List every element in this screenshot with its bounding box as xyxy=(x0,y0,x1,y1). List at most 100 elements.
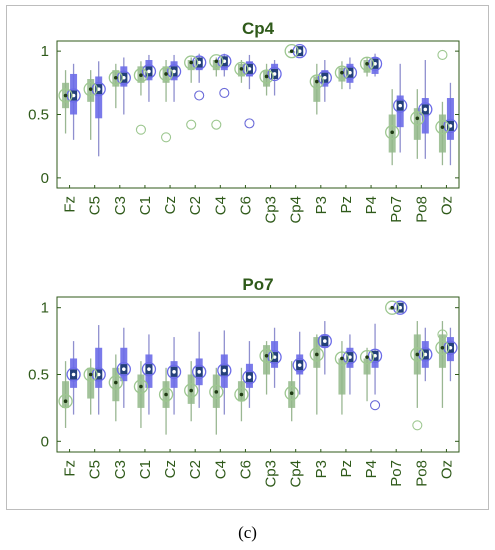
box xyxy=(112,367,120,402)
median-dot xyxy=(164,72,168,76)
y-tick-label: 1 xyxy=(41,300,49,317)
median-ring xyxy=(116,362,131,377)
median-dot xyxy=(147,367,151,371)
outlier-marker xyxy=(186,119,197,130)
median-ring xyxy=(309,74,324,89)
median-dot xyxy=(172,370,176,374)
figure-caption: (c) xyxy=(238,523,257,542)
x-tick-label: Oz xyxy=(438,460,455,479)
median-ring xyxy=(108,375,123,390)
median-dot xyxy=(390,130,394,135)
x-tick-label: C1 xyxy=(137,196,154,215)
x-tick-label: Oz xyxy=(438,196,455,215)
median-ring xyxy=(158,66,174,82)
median-dot xyxy=(289,391,294,396)
median-dot xyxy=(139,73,143,78)
outlier-marker xyxy=(211,119,222,130)
median-ring xyxy=(410,347,425,362)
median-dot xyxy=(297,363,302,367)
x-tick-label: Cp4 xyxy=(288,460,305,488)
median-dot xyxy=(147,69,151,74)
median-ring xyxy=(284,43,299,59)
chart-panel-po7: Po7 0 0.5 1 Fz C5 C3 C1 Cz C2 C4 C6 Cp3 Cp4 P3 Pz P4 Po7 P… xyxy=(28,275,460,488)
median-dot xyxy=(315,79,319,84)
box xyxy=(338,358,346,395)
median-ring xyxy=(234,61,249,77)
median-dot xyxy=(114,75,118,80)
median-dot xyxy=(365,62,369,66)
x-tick-label: C3 xyxy=(112,196,129,215)
median-ring xyxy=(133,379,149,394)
box xyxy=(237,381,245,402)
x-tick-label: C4 xyxy=(212,460,229,479)
median-dot xyxy=(365,355,369,359)
median-dot xyxy=(448,345,453,350)
x-tick-label: Pz xyxy=(338,460,355,478)
median-dot xyxy=(398,305,402,310)
median-dot xyxy=(88,87,93,91)
median-ring xyxy=(359,56,375,71)
box xyxy=(95,76,103,119)
median-dot xyxy=(323,75,327,80)
median-dot xyxy=(415,352,420,357)
y-tick-label: 1 xyxy=(41,43,49,60)
median-dot xyxy=(315,352,319,357)
median-dot xyxy=(289,49,294,53)
median-dot xyxy=(239,392,244,397)
median-ring xyxy=(385,300,400,315)
x-tick-label: P3 xyxy=(313,196,330,214)
median-ring xyxy=(334,65,350,80)
median-dot xyxy=(197,60,201,65)
figure-frame xyxy=(6,5,489,510)
y-tick-label: 0.5 xyxy=(28,367,49,384)
median-ring xyxy=(184,55,199,70)
median-dot xyxy=(297,49,302,53)
box xyxy=(263,345,271,375)
x-tick-label: Cz xyxy=(162,196,179,214)
median-dot xyxy=(440,125,445,129)
median-ring xyxy=(58,394,73,409)
median-dot xyxy=(122,75,126,80)
outlier-marker xyxy=(194,90,205,101)
x-tick-label: P3 xyxy=(313,460,330,478)
median-ring xyxy=(418,102,433,117)
x-tick-label: P4 xyxy=(363,460,380,478)
median-dot xyxy=(96,87,101,91)
median-dot xyxy=(96,372,101,377)
x-tick-label: C3 xyxy=(112,460,129,479)
chart-panel-cp4: Cp4 0 0.5 1 Fz C5 C3 C1 Cz C2 C4 C6 Cp3 Cp4 P3 Pz P4 Po7 P… xyxy=(28,19,460,224)
median-ring xyxy=(435,340,450,355)
median-ring xyxy=(234,387,249,402)
median-ring xyxy=(83,82,98,97)
box xyxy=(87,367,95,399)
x-tick-label: Cp3 xyxy=(263,196,280,224)
median-ring xyxy=(317,70,332,85)
median-dot xyxy=(239,67,244,71)
x-tick-label: Po7 xyxy=(388,196,405,223)
outlier-marker xyxy=(437,329,448,340)
box xyxy=(263,70,271,87)
box xyxy=(338,67,346,82)
median-dot xyxy=(189,388,193,393)
median-ring xyxy=(259,348,274,363)
median-dot xyxy=(440,345,445,350)
median-ring xyxy=(359,349,375,365)
y-tick-label: 0 xyxy=(41,170,49,187)
median-ring xyxy=(66,367,81,382)
median-dot xyxy=(222,368,227,373)
outlier-marker xyxy=(135,124,146,135)
median-ring xyxy=(393,98,408,113)
x-tick-label: Pz xyxy=(338,196,355,214)
median-dot xyxy=(373,62,377,66)
box xyxy=(187,60,195,71)
outlier-marker xyxy=(370,400,381,411)
median-dot xyxy=(340,356,344,361)
outlier-marker xyxy=(219,87,230,99)
median-ring xyxy=(267,66,282,82)
box xyxy=(313,76,321,102)
median-ring xyxy=(217,363,232,378)
median-ring xyxy=(317,333,332,349)
x-tick-label: Cp3 xyxy=(263,460,280,488)
x-tick-label: Cz xyxy=(162,460,179,478)
